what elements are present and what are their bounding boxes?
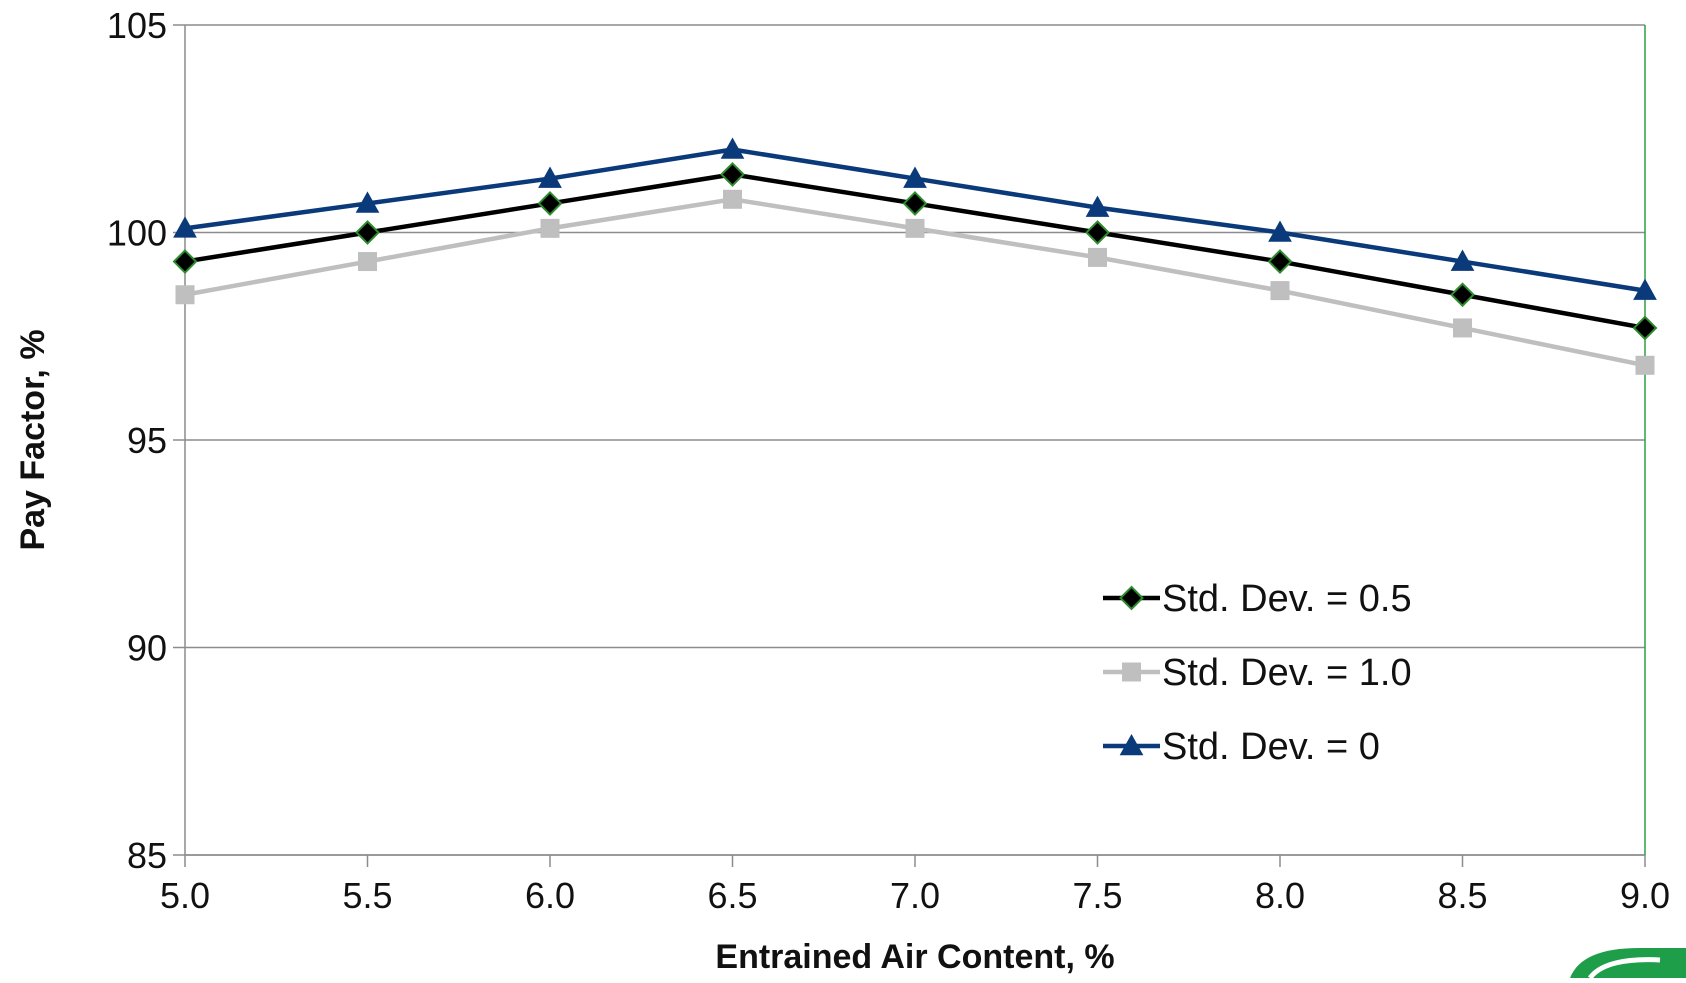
x-tick-label: 8.5 [1437, 875, 1487, 916]
axes: 85 90 95 100 105 5.0 5.5 6.0 6.5 7.0 7.5 8.0 8.5 9.0 E… [14, 5, 1670, 976]
y-tick-label: 105 [107, 5, 167, 46]
data-point-marker [1635, 355, 1655, 375]
data-point-marker [723, 189, 742, 209]
x-axis-title: Entrained Air Content, % [715, 938, 1114, 976]
data-point-marker [540, 218, 560, 238]
x-tick-label: 5.0 [160, 875, 210, 916]
data-point-marker [1085, 220, 1110, 245]
data-point-marker [720, 137, 745, 159]
data-point-marker [1632, 315, 1658, 341]
data-point-marker [175, 285, 195, 305]
data-point-marker [1268, 220, 1292, 242]
legend-item: Std. Dev. = 0 [1103, 726, 1380, 768]
data-point-marker [355, 220, 380, 245]
legend-label: Std. Dev. = 0 [1162, 726, 1380, 768]
data-point-marker [1085, 195, 1110, 217]
x-tick-label: 8.0 [1255, 875, 1305, 916]
data-point-marker [537, 191, 563, 216]
data-point-marker [173, 216, 197, 238]
y-tick-label: 90 [127, 628, 167, 669]
data-point-marker [172, 249, 198, 274]
gridlines [185, 24, 1645, 856]
data-point-marker [905, 218, 925, 238]
data-point-marker [1270, 281, 1290, 301]
legend: Std. Dev. = 0.5 Std. Dev. = 1.0 Std. Dev. … [1103, 578, 1412, 768]
y-axis-title: Pay Factor, % [14, 329, 52, 550]
x-tick-label: 5.5 [342, 875, 392, 916]
x-tick-label: 9.0 [1620, 875, 1670, 916]
data-point-marker [538, 166, 562, 188]
x-tick-label: 6.0 [525, 875, 575, 916]
x-tick-label: 7.5 [1072, 875, 1122, 916]
y-tick-label: 85 [127, 835, 167, 876]
legend-item: Std. Dev. = 1.0 [1103, 652, 1412, 694]
data-point-marker [1267, 249, 1293, 274]
data-point-marker [1453, 318, 1472, 338]
legend-item: Std. Dev. = 0.5 [1103, 578, 1412, 620]
data-point-marker [903, 166, 927, 188]
legend-swatch-marker [1119, 733, 1144, 756]
legend-swatch-marker [1122, 662, 1141, 682]
logo-swoosh-icon [1587, 957, 1661, 980]
y-tick-label: 95 [127, 420, 167, 461]
data-point-marker [1633, 278, 1657, 300]
x-tick-label: 7.0 [890, 875, 940, 916]
series-group [172, 137, 1658, 375]
legend-swatch-marker [1119, 585, 1144, 611]
logo [1570, 948, 1686, 980]
data-point-marker [720, 161, 745, 187]
y-tick-label: 100 [107, 213, 167, 254]
legend-label: Std. Dev. = 1.0 [1162, 652, 1412, 694]
data-point-marker [1088, 247, 1107, 267]
data-point-marker [1450, 282, 1475, 308]
series-1 [175, 189, 1655, 375]
x-tick-label: 6.5 [707, 875, 757, 916]
data-point-marker [358, 252, 377, 272]
data-point-marker [902, 191, 928, 216]
data-point-marker [355, 191, 380, 213]
series-0 [172, 161, 1658, 341]
legend-label: Std. Dev. = 0.5 [1162, 578, 1412, 620]
data-point-marker [1450, 249, 1475, 271]
series-2 [173, 137, 1657, 300]
